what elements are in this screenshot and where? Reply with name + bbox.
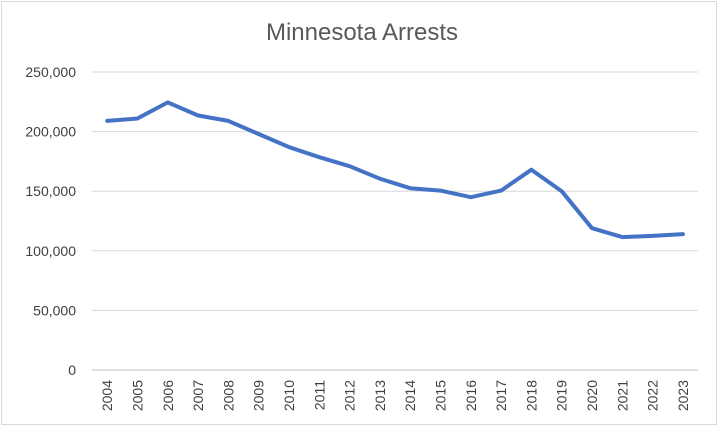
x-tick-label: 2006 — [160, 380, 176, 411]
x-tick-label: 2023 — [675, 380, 691, 411]
x-tick-label: 2010 — [281, 380, 297, 411]
series-line — [105, 100, 685, 240]
x-tick-label: 2012 — [342, 380, 358, 411]
y-tick-label: 150,000 — [25, 183, 76, 199]
x-tick-label: 2011 — [311, 380, 327, 410]
x-tick-label: 2017 — [493, 380, 509, 411]
x-tick-label: 2016 — [463, 380, 479, 411]
y-tick-label: 0 — [68, 362, 76, 378]
x-tick-label: 2021 — [614, 380, 630, 411]
y-axis-tick-labels: 0 50,000 100,000 150,000 200,000 250,000 — [25, 64, 76, 378]
x-axis-tick-labels: 2004 2005 2006 2007 2008 2009 2010 2011 2012 2013… — [99, 380, 691, 411]
x-tick-label: 2009 — [251, 380, 267, 411]
series-lines — [105, 100, 685, 240]
x-tick-label: 2005 — [129, 380, 145, 411]
x-tick-label: 2018 — [523, 380, 539, 411]
x-tick-label: 2022 — [645, 380, 661, 411]
y-tick-label: 100,000 — [25, 243, 76, 259]
x-tick-label: 2013 — [372, 380, 388, 411]
x-tick-label: 2007 — [190, 380, 206, 411]
chart-title: Minnesota Arrests — [266, 19, 458, 46]
x-tick-label: 2020 — [584, 380, 600, 411]
x-tick-label: 2014 — [402, 380, 418, 411]
x-tick-label: 2015 — [432, 380, 448, 411]
x-tick-label: 2019 — [554, 380, 570, 411]
x-tick-label: 2004 — [99, 380, 115, 411]
x-tick-label: 2008 — [220, 380, 236, 411]
y-tick-label: 250,000 — [25, 64, 76, 80]
y-tick-label: 50,000 — [33, 302, 76, 318]
y-tick-label: 200,000 — [25, 124, 76, 140]
gridlines — [92, 71, 698, 311]
